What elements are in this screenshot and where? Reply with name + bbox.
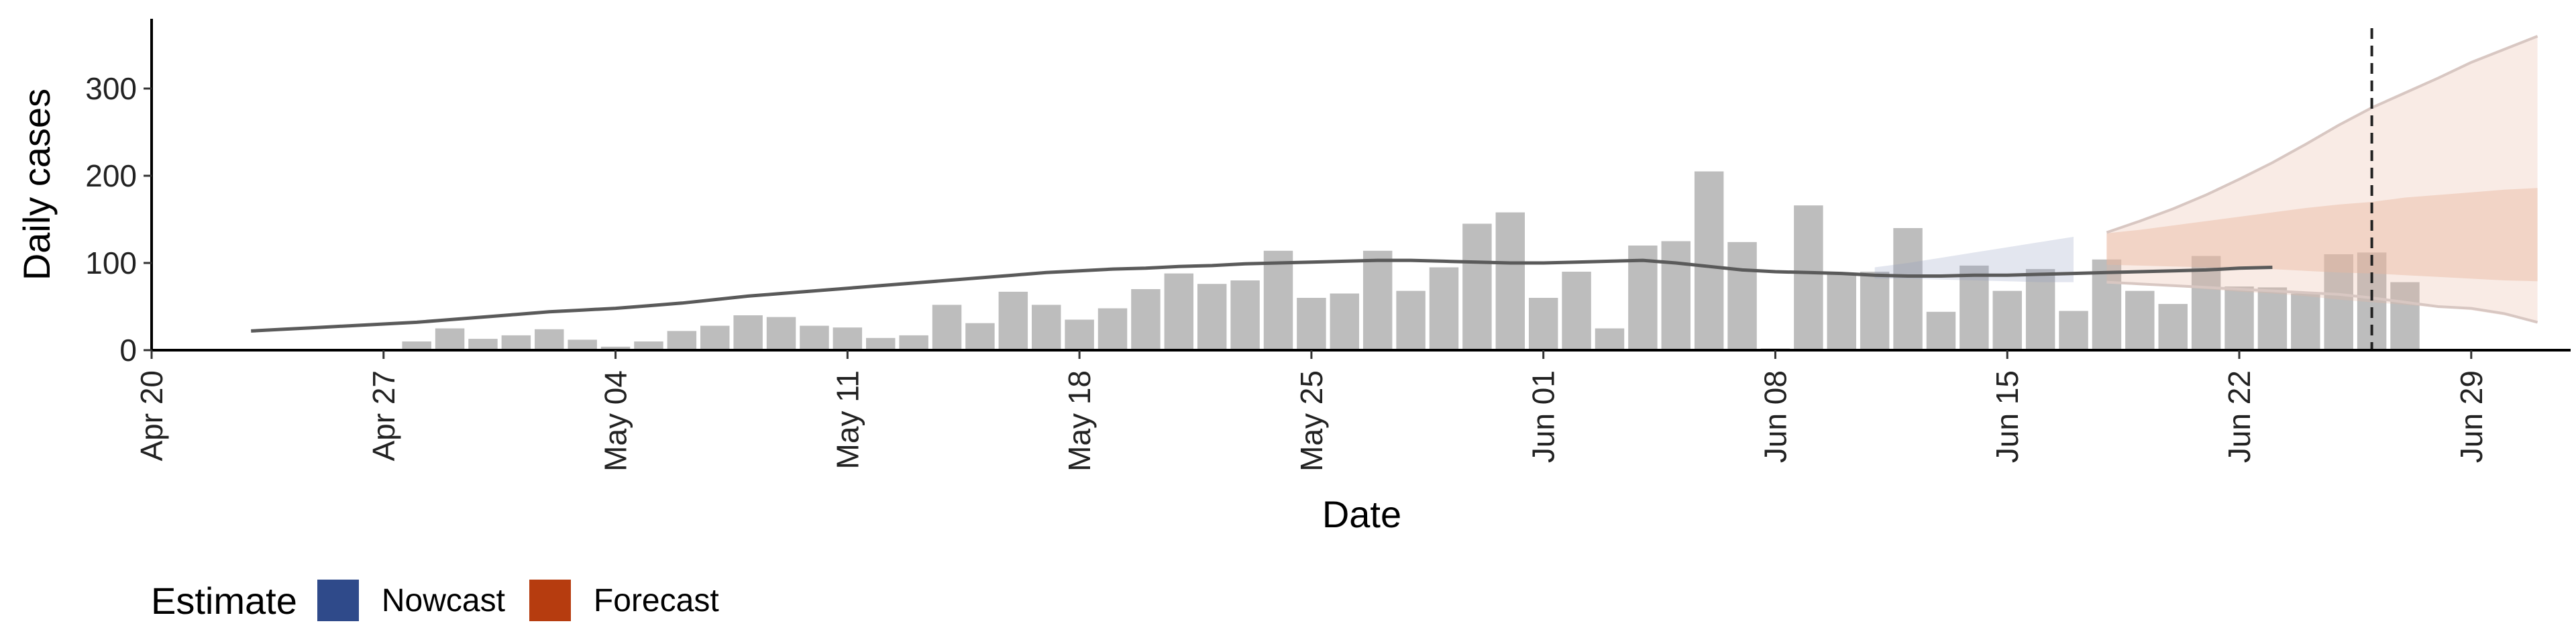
observed-bar: [1297, 298, 1326, 350]
observed-bar: [667, 331, 697, 350]
observed-bar: [1362, 250, 1393, 350]
x-tick-label: Jun 08: [1758, 370, 1792, 463]
x-tick-label: Jun 29: [2454, 370, 2489, 463]
observed-bar: [2257, 287, 2288, 350]
observed-bar: [634, 341, 663, 350]
y-tick-label: 200: [85, 158, 137, 193]
observed-bar: [1562, 272, 1591, 350]
observed-bar: [2025, 269, 2055, 350]
legend-item-nowcast: Nowcast: [317, 580, 505, 621]
observed-bar: [932, 305, 962, 350]
y-tick-label: 300: [85, 71, 137, 106]
observed-bar: [899, 335, 928, 350]
forecast-outer-band: [2106, 36, 2538, 323]
observed-bar: [2092, 259, 2122, 350]
observed-bar: [2158, 304, 2188, 350]
x-tick-label: May 18: [1062, 370, 1097, 472]
observed-bar: [700, 325, 730, 350]
observed-bar: [833, 327, 863, 350]
observed-bar: [2059, 311, 2088, 350]
observed-bars: [402, 171, 2420, 350]
observed-bar: [2224, 286, 2254, 350]
observed-bar: [965, 323, 995, 350]
observed-bar: [866, 337, 896, 350]
observed-bar: [998, 291, 1028, 350]
observed-bar: [1860, 272, 1890, 350]
legend-label-forecast: Forecast: [593, 582, 719, 619]
observed-bar: [1164, 273, 1194, 350]
observed-bar: [402, 341, 431, 350]
observed-bar: [733, 315, 763, 350]
estimate-median-line: [251, 258, 2273, 333]
observed-bar: [1926, 311, 1956, 350]
observed-bar: [1197, 284, 1227, 350]
x-tick-label: Jun 22: [2222, 370, 2257, 463]
estimate-bands: [1874, 36, 2538, 323]
observed-bar: [800, 325, 829, 350]
legend-title: Estimate: [151, 579, 297, 622]
observed-bar: [1893, 228, 1923, 350]
observed-bar: [1827, 273, 1856, 350]
x-tick-label: Jun 01: [1526, 370, 1561, 463]
x-tick-label: May 11: [830, 370, 865, 469]
y-tick-label: 100: [85, 246, 137, 280]
observed-bar: [766, 317, 796, 350]
observed-bar: [1794, 205, 1823, 350]
observed-bar: [1131, 289, 1161, 350]
legend-item-forecast: Forecast: [529, 580, 719, 621]
observed-bar: [1230, 280, 1260, 350]
observed-bar: [1065, 319, 1094, 350]
observed-bar: [2324, 254, 2353, 350]
observed-bar: [435, 328, 465, 350]
x-tick-label: May 25: [1294, 370, 1329, 472]
observed-bar: [2390, 282, 2420, 350]
forecast-inner-band: [2106, 188, 2538, 282]
legend: Estimate Nowcast Forecast: [151, 578, 743, 623]
observed-bar: [501, 335, 531, 350]
observed-bar: [1992, 290, 2022, 350]
x-tick-label: Apr 20: [134, 370, 169, 462]
observed-bar: [1960, 265, 1989, 350]
legend-label-nowcast: Nowcast: [381, 582, 505, 619]
observed-bar: [1031, 305, 1061, 350]
observed-bar: [1727, 241, 1757, 350]
x-tick-label: Jun 15: [1990, 370, 2025, 463]
forecast-lower-line: [2106, 280, 2538, 324]
observed-bar: [1462, 223, 1492, 350]
observed-bar: [1628, 246, 1658, 350]
nowcast-swatch: [317, 580, 359, 621]
observed-bar: [1595, 328, 1625, 350]
observed-bar: [1528, 298, 1558, 350]
observed-bar: [2291, 293, 2320, 350]
observed-bar: [1429, 267, 1459, 350]
x-tick-label: Apr 27: [366, 370, 401, 462]
forecast-upper-line: [2106, 35, 2538, 234]
observed-bar: [1694, 171, 1724, 350]
observed-bar: [1263, 250, 1293, 350]
observed-bar: [1097, 308, 1128, 350]
y-axis-title: Daily cases: [15, 89, 58, 280]
observed-bar: [1661, 241, 1691, 350]
observed-bar: [1495, 212, 1525, 350]
observed-bar: [535, 329, 564, 350]
estimate-lines: [251, 35, 2538, 333]
observed-bar: [1396, 290, 1426, 350]
forecast-swatch: [529, 580, 571, 621]
observed-bar: [2125, 290, 2155, 350]
observed-bar: [1330, 293, 1360, 350]
x-tick-label: May 04: [598, 370, 633, 472]
observed-bar: [600, 346, 631, 350]
observed-bar: [468, 339, 498, 350]
nowcast-band: [1874, 237, 2074, 282]
observed-bar: [568, 339, 597, 350]
y-tick-label: 0: [119, 333, 137, 368]
x-axis-title: Date: [1322, 493, 1401, 535]
axes: 0 100 200 300 Apr 20 Apr 27 May 04 May 11 May 18…: [85, 19, 2571, 472]
